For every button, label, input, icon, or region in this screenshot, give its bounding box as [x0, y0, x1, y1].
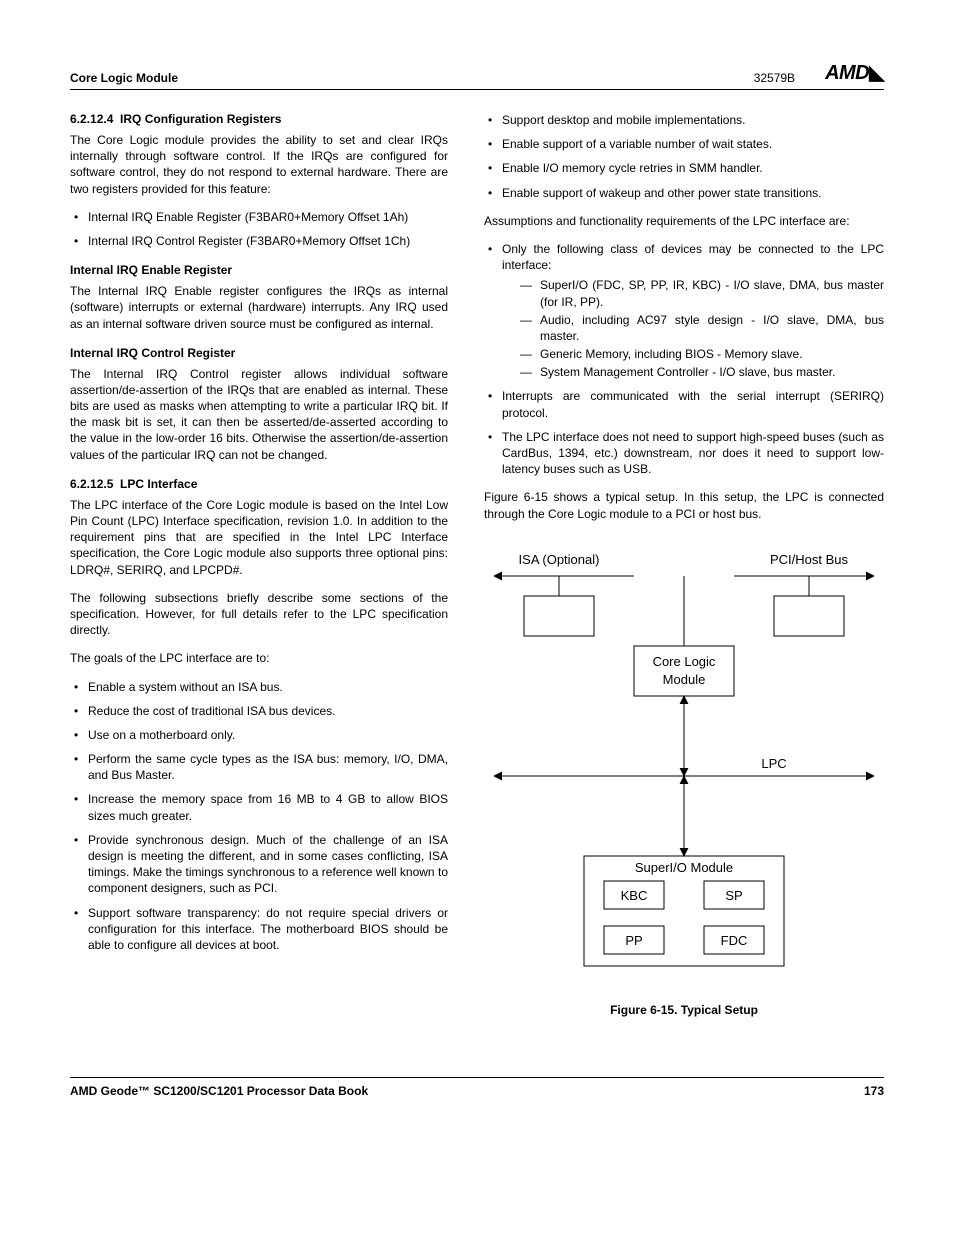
list-item: Support software transparency: do not re… — [70, 905, 448, 954]
paragraph: The goals of the LPC interface are to: — [70, 650, 448, 666]
section-heading: 6.2.12.4 IRQ Configuration Registers — [70, 112, 448, 126]
bullet-list: Enable a system without an ISA bus. Redu… — [70, 679, 448, 954]
list-item: Enable support of a variable number of w… — [484, 136, 884, 152]
svg-text:PCI/Host Bus: PCI/Host Bus — [770, 552, 849, 567]
list-item: Internal IRQ Control Register (F3BAR0+Me… — [70, 233, 448, 249]
list-item: Increase the memory space from 16 MB to … — [70, 791, 448, 823]
bullet-list: Internal IRQ Enable Register (F3BAR0+Mem… — [70, 209, 448, 249]
page-header: Core Logic Module 32579B AMD◣ — [70, 60, 884, 90]
section-heading: Internal IRQ Control Register — [70, 346, 448, 360]
paragraph: The LPC interface of the Core Logic modu… — [70, 497, 448, 578]
svg-text:KBC: KBC — [621, 888, 648, 903]
paragraph: The Internal IRQ Control register allows… — [70, 366, 448, 463]
paragraph: The Internal IRQ Enable register configu… — [70, 283, 448, 332]
list-item: Use on a motherboard only. — [70, 727, 448, 743]
right-column: Support desktop and mobile implementatio… — [484, 112, 884, 1017]
list-item: Generic Memory, including BIOS - Memory … — [520, 346, 884, 362]
paragraph: Figure 6-15 shows a typical setup. In th… — [484, 489, 884, 521]
list-item: Enable I/O memory cycle retries in SMM h… — [484, 160, 884, 176]
section-heading: Internal IRQ Enable Register — [70, 263, 448, 277]
svg-text:Core Logic: Core Logic — [653, 654, 716, 669]
list-item: Perform the same cycle types as the ISA … — [70, 751, 448, 783]
list-item: Reduce the cost of traditional ISA bus d… — [70, 703, 448, 719]
list-item: Interrupts are communicated with the ser… — [484, 388, 884, 420]
list-item: Enable support of wakeup and other power… — [484, 185, 884, 201]
paragraph: Assumptions and functionality requiremen… — [484, 213, 884, 229]
svg-text:SuperI/O Module: SuperI/O Module — [635, 860, 733, 875]
list-item: Internal IRQ Enable Register (F3BAR0+Mem… — [70, 209, 448, 225]
list-item: Audio, including AC97 style design - I/O… — [520, 312, 884, 344]
header-right: 32579B AMD◣ — [754, 60, 884, 85]
amd-logo: AMD◣ — [825, 60, 884, 85]
section-heading: 6.2.12.5 LPC Interface — [70, 477, 448, 491]
list-item: Only the following class of devices may … — [484, 241, 884, 381]
svg-text:LPC: LPC — [761, 756, 786, 771]
svg-text:PP: PP — [625, 933, 642, 948]
page-number: 173 — [864, 1084, 884, 1098]
list-item: Enable a system without an ISA bus. — [70, 679, 448, 695]
svg-text:ISA (Optional): ISA (Optional) — [519, 552, 600, 567]
page-footer: AMD Geode™ SC1200/SC1201 Processor Data … — [70, 1077, 884, 1098]
content-columns: 6.2.12.4 IRQ Configuration Registers The… — [70, 112, 884, 1017]
figure-caption: Figure 6-15. Typical Setup — [484, 1003, 884, 1017]
list-item: The LPC interface does not need to suppo… — [484, 429, 884, 478]
list-item: System Management Controller - I/O slave… — [520, 364, 884, 380]
left-column: 6.2.12.4 IRQ Configuration Registers The… — [70, 112, 448, 1017]
list-item: Support desktop and mobile implementatio… — [484, 112, 884, 128]
diagram-svg: ISA (Optional) PCI/Host Bus Core Logic Modu… — [484, 546, 884, 976]
bullet-list: Support desktop and mobile implementatio… — [484, 112, 884, 201]
list-item: Provide synchronous design. Much of the … — [70, 832, 448, 897]
paragraph: The Core Logic module provides the abili… — [70, 132, 448, 197]
svg-text:SP: SP — [725, 888, 742, 903]
paragraph: The following subsections briefly descri… — [70, 590, 448, 639]
dash-list: SuperI/O (FDC, SP, PP, IR, KBC) - I/O sl… — [502, 277, 884, 380]
list-item: SuperI/O (FDC, SP, PP, IR, KBC) - I/O sl… — [520, 277, 884, 309]
bullet-list: Only the following class of devices may … — [484, 241, 884, 477]
svg-text:Module: Module — [663, 672, 706, 687]
figure-diagram: ISA (Optional) PCI/Host Bus Core Logic Modu… — [484, 546, 884, 1017]
svg-text:FDC: FDC — [721, 933, 748, 948]
footer-title: AMD Geode™ SC1200/SC1201 Processor Data … — [70, 1084, 368, 1098]
header-docid: 32579B — [754, 71, 795, 85]
header-title: Core Logic Module — [70, 71, 178, 85]
